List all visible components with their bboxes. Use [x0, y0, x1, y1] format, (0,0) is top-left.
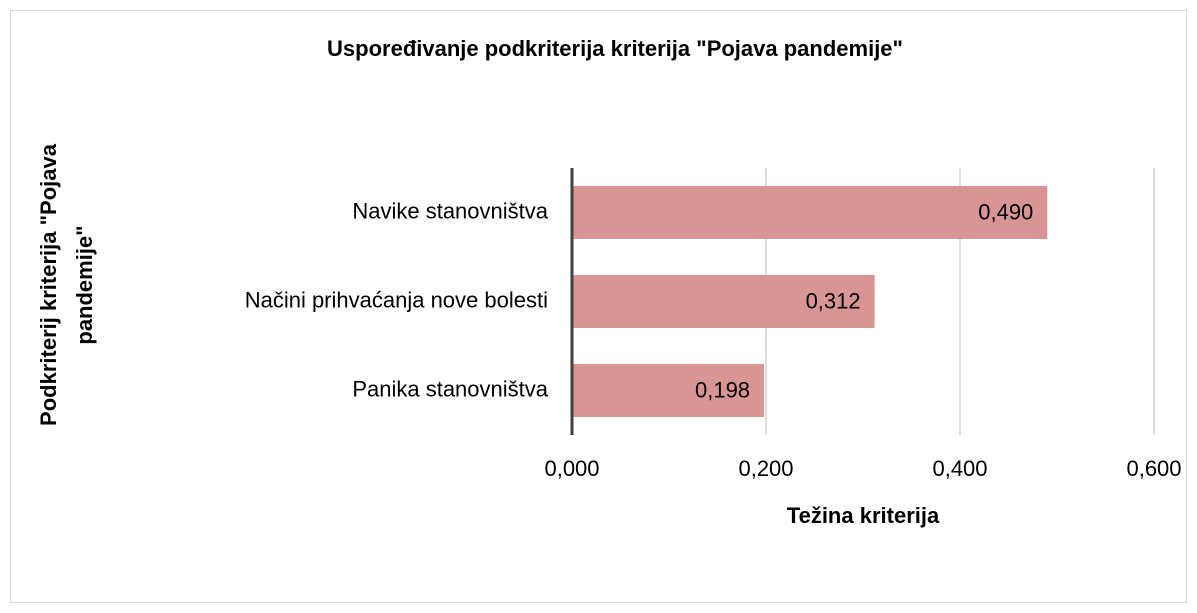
- bar: [572, 186, 1048, 239]
- y-axis-title: Podkriterij kriterija "Pojava: [36, 143, 61, 426]
- y-tick-label: Načini prihvaćanja nove bolesti: [245, 287, 548, 312]
- bar: [572, 275, 875, 328]
- x-tick-label: 0,600: [1126, 456, 1181, 481]
- y-tick-label: Panika stanovništva: [352, 376, 548, 401]
- y-axis-title: pandemije": [72, 225, 97, 344]
- value-label: 0,312: [806, 288, 861, 313]
- value-label: 0,490: [978, 199, 1033, 224]
- x-tick-label: 0,400: [932, 456, 987, 481]
- bar: [572, 364, 765, 417]
- chart-title: Uspoređivanje podkriterija kriterija "Po…: [327, 36, 903, 61]
- x-axis-title: Težina kriterija: [787, 503, 940, 528]
- x-tick-label: 0,000: [544, 456, 599, 481]
- x-tick-label: 0,200: [738, 456, 793, 481]
- y-tick-label: Navike stanovništva: [352, 198, 548, 223]
- value-label: 0,198: [695, 377, 750, 402]
